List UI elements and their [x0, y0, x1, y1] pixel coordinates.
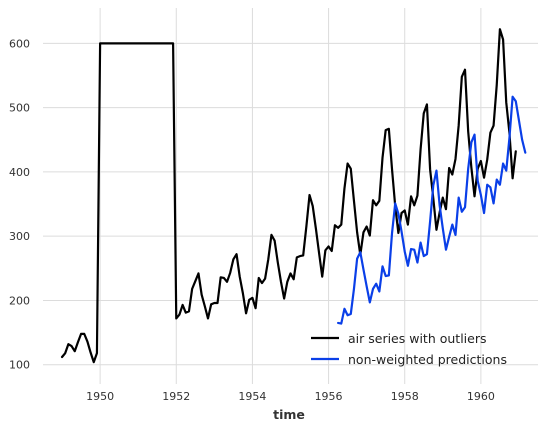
series-line-0 [60, 28, 517, 364]
grid-lines [43, 8, 538, 384]
x-axis-label: time [273, 407, 305, 422]
y-tick-label-600: 600 [9, 37, 30, 50]
x-tick-label-1956: 1956 [315, 390, 343, 403]
y-tick-label-400: 400 [9, 166, 30, 179]
y-tick-label-100: 100 [9, 359, 30, 372]
x-tick-label-1950: 1950 [86, 390, 114, 403]
x-tick-label-1954: 1954 [238, 390, 266, 403]
x-tick-label-1952: 1952 [162, 390, 190, 403]
legend-label-predictions: non-weighted predictions [348, 352, 507, 367]
x-tick-label-1958: 1958 [391, 390, 419, 403]
y-axis-ticks: 100 200 300 400 500 600 [9, 37, 30, 371]
y-tick-label-300: 300 [9, 230, 30, 243]
legend-label-air-series: air series with outliers [348, 331, 487, 346]
x-tick-label-1960: 1960 [467, 390, 495, 403]
x-axis-ticks: 1950 1952 1954 1956 1958 1960 [86, 390, 495, 403]
legend: air series with outliers non-weighted pr… [311, 331, 507, 367]
y-tick-label-200: 200 [9, 294, 30, 307]
series-lines [60, 28, 527, 364]
series-line-1 [337, 95, 527, 325]
y-tick-label-500: 500 [9, 102, 30, 115]
